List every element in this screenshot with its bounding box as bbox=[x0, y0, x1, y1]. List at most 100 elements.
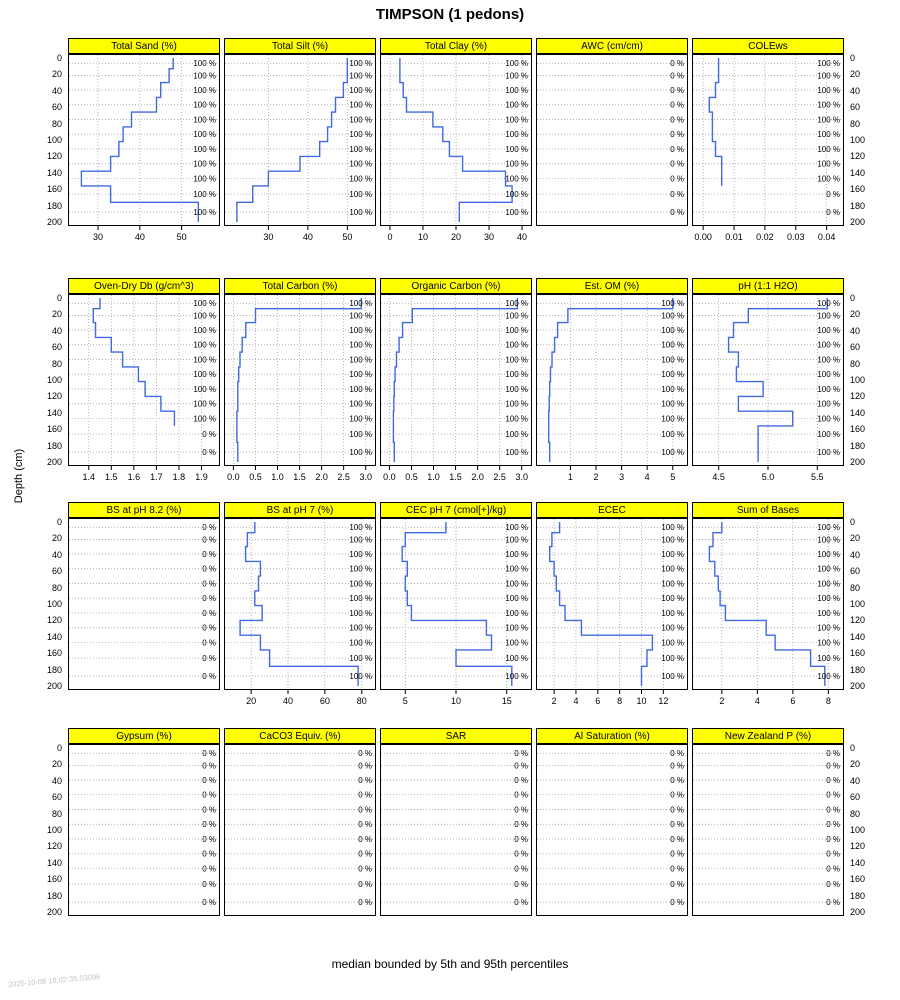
depth-tick-right: 120 bbox=[850, 841, 866, 852]
availability-label: 100 % bbox=[817, 550, 840, 559]
availability-label: 100 % bbox=[349, 355, 372, 364]
panel-plot-total-sand: 100 % 100 % 100 % 100 % 100 % 100 % 100 % 100 %… bbox=[68, 54, 220, 242]
availability-label: 100 % bbox=[349, 654, 372, 663]
panel-strip-new-zealand-p: New Zealand P (%) bbox=[692, 728, 844, 744]
availability-label: 0 % bbox=[670, 59, 684, 68]
availability-label: 0 % bbox=[202, 791, 216, 800]
availability-label: 100 % bbox=[193, 130, 216, 139]
x-tick-label: 8 bbox=[617, 696, 622, 706]
panel-strip-caco3-equiv: CaCO3 Equiv. (%) bbox=[224, 728, 376, 744]
availability-label: 100 % bbox=[349, 594, 372, 603]
availability-label: 100 % bbox=[505, 59, 528, 68]
panel-border bbox=[536, 744, 688, 916]
depth-tick-right: 0 bbox=[850, 517, 856, 527]
availability-label: 0 % bbox=[514, 850, 528, 859]
x-tick-label: 50 bbox=[342, 232, 352, 242]
availability-label: 100 % bbox=[349, 448, 372, 457]
availability-label: 0 % bbox=[514, 864, 528, 873]
depth-tick-left: 100 bbox=[46, 599, 62, 609]
depth-tick-right: 20 bbox=[850, 69, 861, 80]
x-tick-label: 12 bbox=[658, 696, 668, 706]
x-tick-label: 60 bbox=[320, 696, 330, 706]
panel-total-sand: Total Sand (%) 100 % 100 % 100 % 100 % 100 % 1… bbox=[68, 38, 220, 249]
x-tick-label: 6 bbox=[595, 696, 600, 706]
availability-label: 0 % bbox=[826, 864, 840, 873]
depth-tick-right: 160 bbox=[850, 424, 866, 435]
availability-label: 0 % bbox=[514, 761, 528, 770]
depth-tick-right: 120 bbox=[850, 391, 866, 402]
availability-label: 100 % bbox=[817, 71, 840, 80]
availability-label: 100 % bbox=[193, 101, 216, 110]
x-tick-label: 1.4 bbox=[83, 472, 96, 482]
availability-label: 100 % bbox=[661, 535, 684, 544]
depth-tick-right: 60 bbox=[850, 102, 861, 113]
panel-border bbox=[692, 744, 844, 916]
availability-label: 0 % bbox=[826, 880, 840, 889]
availability-label: 0 % bbox=[826, 898, 840, 907]
panel-plot-al-saturation: 0 % 0 % 0 % 0 % 0 % 0 % 0 % 0 % 0 % 0 % 0 % bbox=[536, 744, 688, 916]
availability-label: 100 % bbox=[193, 355, 216, 364]
availability-label: 100 % bbox=[349, 174, 372, 183]
x-tick-label: 10 bbox=[451, 696, 461, 706]
x-tick-label: 0.5 bbox=[249, 472, 262, 482]
panel-border bbox=[224, 518, 376, 690]
panel-ecec: ECEC 100 % 100 % 100 % 100 % 100 % 100 % 100 % 1… bbox=[536, 502, 688, 713]
availability-label: 100 % bbox=[817, 638, 840, 647]
availability-label: 100 % bbox=[817, 594, 840, 603]
availability-label: 100 % bbox=[349, 71, 372, 80]
x-tick-label: 0.03 bbox=[787, 232, 805, 242]
availability-label: 100 % bbox=[817, 672, 840, 681]
x-tick-label: 1.0 bbox=[271, 472, 284, 482]
x-tick-label: 3.0 bbox=[359, 472, 372, 482]
depth-tick-left: 100 bbox=[46, 825, 62, 835]
y-axis-label: Depth (cm) bbox=[13, 448, 25, 504]
availability-label: 0 % bbox=[202, 672, 216, 681]
depth-tick-right: 200 bbox=[850, 457, 866, 467]
availability-label: 100 % bbox=[817, 400, 840, 409]
availability-label: 0 % bbox=[670, 115, 684, 124]
depth-tick-left: 60 bbox=[51, 566, 62, 577]
availability-label: 0 % bbox=[670, 86, 684, 95]
panel-plot-new-zealand-p: 0 % 0 % 0 % 0 % 0 % 0 % 0 % 0 % 0 % 0 % 0 % bbox=[692, 744, 844, 916]
depth-tick-left: 200 bbox=[46, 457, 62, 467]
depth-tick-right: 40 bbox=[850, 775, 861, 786]
availability-label: 100 % bbox=[349, 208, 372, 217]
availability-label: 100 % bbox=[349, 535, 372, 544]
x-tick-label: 1 bbox=[568, 472, 573, 482]
availability-label: 100 % bbox=[817, 609, 840, 618]
x-tick-label: 40 bbox=[135, 232, 145, 242]
panel-strip-sum-of-bases: Sum of Bases bbox=[692, 502, 844, 518]
x-tick-label: 5.0 bbox=[762, 472, 775, 482]
timestamp-watermark: 2025-10-08 18:02:35.03096 bbox=[7, 971, 101, 989]
availability-label: 100 % bbox=[505, 299, 528, 308]
depth-tick-right: 140 bbox=[850, 407, 866, 418]
availability-label: 100 % bbox=[661, 672, 684, 681]
availability-label: 100 % bbox=[817, 565, 840, 574]
panel-caco3-equiv: CaCO3 Equiv. (%) 0 % 0 % 0 % 0 % 0 % 0 % 0 % 0 %… bbox=[224, 728, 376, 939]
availability-label: 0 % bbox=[202, 550, 216, 559]
availability-label: 100 % bbox=[349, 672, 372, 681]
panel-strip-ecec: ECEC bbox=[536, 502, 688, 518]
availability-label: 0 % bbox=[202, 805, 216, 814]
depth-tick-left: 140 bbox=[46, 631, 62, 642]
x-tick-label: 5 bbox=[670, 472, 675, 482]
median-line bbox=[549, 522, 654, 686]
panel-plot-ecec: 100 % 100 % 100 % 100 % 100 % 100 % 100 % 100 %… bbox=[536, 518, 688, 706]
x-tick-label: 2.0 bbox=[315, 472, 328, 482]
availability-label: 0 % bbox=[826, 190, 840, 199]
availability-label: 100 % bbox=[505, 130, 528, 139]
availability-label: 100 % bbox=[349, 190, 372, 199]
depth-tick-left: 120 bbox=[46, 391, 62, 402]
availability-label: 100 % bbox=[817, 341, 840, 350]
availability-label: 100 % bbox=[349, 370, 372, 379]
availability-label: 0 % bbox=[670, 880, 684, 889]
x-tick-label: 20 bbox=[451, 232, 461, 242]
depth-tick-left: 0 bbox=[56, 53, 62, 63]
panel-oven-dry-db-g-cm-3: Oven-Dry Db (g/cm^3) 100 % 100 % 100 % 100 %… bbox=[68, 278, 220, 489]
availability-label: 100 % bbox=[193, 86, 216, 95]
depth-tick-right: 200 bbox=[850, 907, 866, 917]
availability-label: 0 % bbox=[202, 523, 216, 532]
availability-label: 100 % bbox=[505, 311, 528, 320]
availability-label: 100 % bbox=[349, 430, 372, 439]
panel-border bbox=[68, 294, 220, 466]
